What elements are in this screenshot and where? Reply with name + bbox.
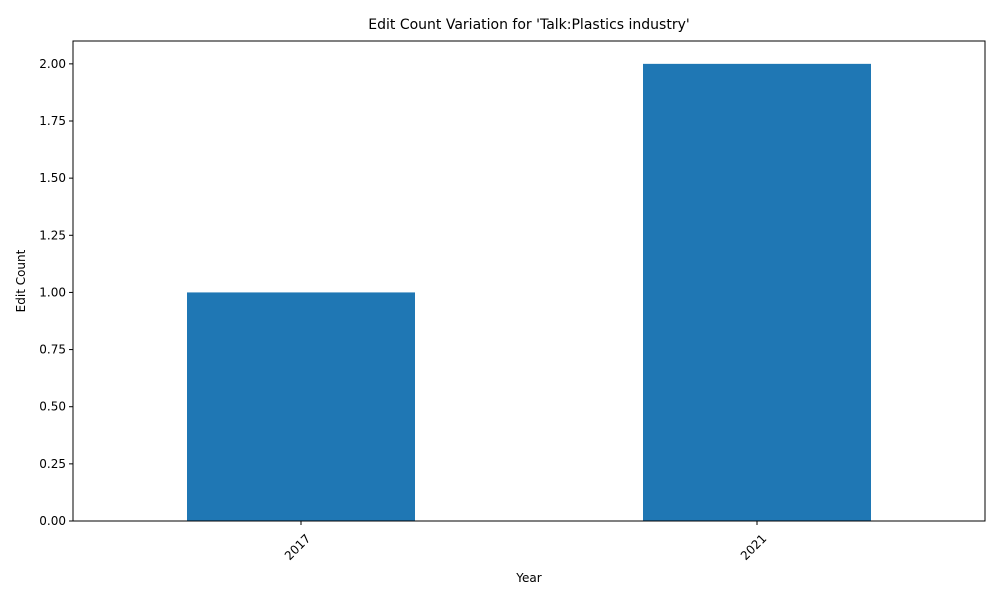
x-tick-label: 2017 [282, 531, 313, 562]
y-tick-label: 1.00 [39, 285, 66, 299]
x-axis-ticks: 2017 2021 [282, 521, 769, 563]
chart-title: Edit Count Variation for 'Talk:Plastics … [368, 17, 689, 33]
y-tick-label: 0.00 [39, 514, 66, 528]
y-axis-ticks: 0.00 0.25 0.50 0.75 1.00 1.25 1.50 1.75 2.00 [39, 57, 73, 528]
bar-2021 [643, 63, 871, 521]
y-axis-label: Edit Count [14, 249, 28, 312]
y-tick-label: 1.25 [39, 228, 66, 242]
bars-layer [187, 63, 871, 521]
plot-frame [72, 40, 986, 522]
y-tick-label: 0.50 [39, 400, 66, 414]
y-tick-label: 1.50 [39, 171, 66, 185]
y-tick-label: 0.75 [39, 343, 66, 357]
bar-2017 [187, 292, 415, 521]
y-tick-label: 2.00 [39, 57, 66, 71]
x-tick-label: 2021 [738, 531, 769, 562]
x-axis-label: Year [515, 571, 541, 585]
y-tick-label: 1.75 [39, 114, 66, 128]
y-tick-label: 0.25 [39, 457, 66, 471]
